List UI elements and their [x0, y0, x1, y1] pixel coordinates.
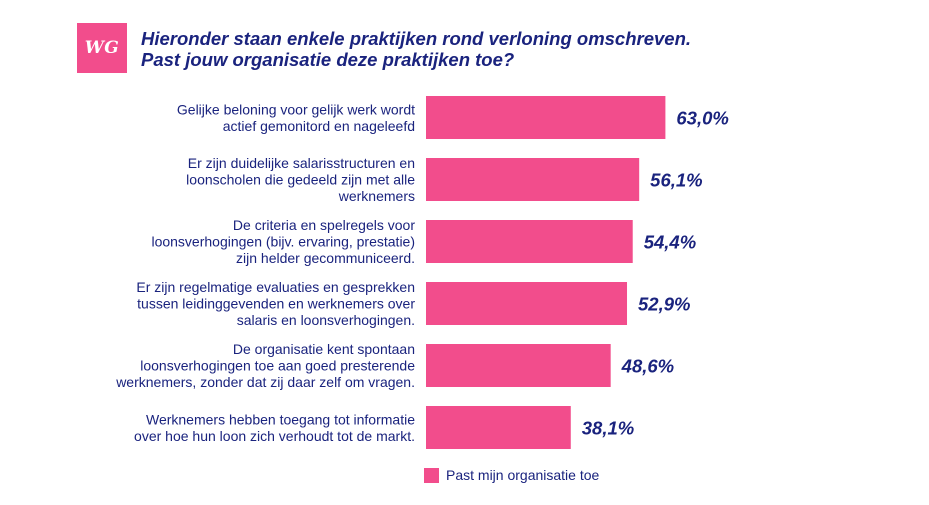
value-label-3: 54,4%	[644, 232, 696, 253]
bar-1	[426, 96, 666, 139]
category-label-1: Gelijke beloning voor gelijk werk wordt a…	[177, 101, 415, 134]
category-label-line: loonscholen die gedeeld zijn met alle	[186, 172, 415, 188]
category-label-6: Werknemers hebben toegang tot informatie…	[134, 411, 415, 444]
category-label-line: werknemers	[338, 188, 415, 204]
category-label-line: actief gemonitord en nageleefd	[223, 118, 415, 134]
category-label-line: werknemers, zonder dat zij daar zelf om …	[115, 374, 415, 390]
value-label-4: 52,9%	[638, 294, 690, 315]
category-label-line: loonsverhogingen toe aan goed presterend…	[140, 358, 415, 374]
bar-5	[426, 344, 611, 387]
legend: Past mijn organisatie toe	[424, 467, 599, 483]
value-label-5: 48,6%	[621, 356, 674, 377]
bar-2	[426, 158, 640, 201]
category-label-line: over hoe hun loon zich verhoudt tot de m…	[134, 428, 415, 444]
category-label-line: Gelijke beloning voor gelijk werk wordt	[177, 101, 415, 117]
value-label-2: 56,1%	[650, 170, 702, 191]
value-label-6: 38,1%	[582, 418, 634, 439]
bar-3	[426, 220, 633, 263]
category-label-4: Er zijn regelmatige evaluaties en gespre…	[136, 279, 415, 328]
bar-6	[426, 406, 571, 449]
category-label-line: Werknemers hebben toegang tot informatie	[146, 411, 415, 427]
category-label-line: tussen leidinggevenden en werknemers ove…	[137, 296, 415, 312]
category-label-3: De criteria en spelregels voor loonsverho…	[151, 217, 415, 266]
category-label-line: salaris en loonsverhogingen.	[237, 312, 415, 328]
category-label-line: Er zijn duidelijke salarisstructuren en	[188, 155, 415, 171]
chart-title: Hieronder staan enkele praktijken rond v…	[141, 28, 841, 70]
value-label-1: 63,0%	[676, 108, 728, 129]
legend-swatch	[424, 467, 439, 483]
category-label-line: De criteria en spelregels voor	[233, 217, 415, 233]
chart-title-line-1: Hieronder staan enkele praktijken rond v…	[141, 28, 692, 49]
category-label-line: zijn helder gecommuniceerd.	[236, 250, 415, 266]
wg-logo: WG	[77, 23, 127, 73]
chart-title-line-2: Past jouw organisatie deze praktijken to…	[141, 49, 515, 70]
category-label-line: Er zijn regelmatige evaluaties en gespre…	[136, 279, 415, 295]
category-label-5: De organisatie kent spontaan loonsverhogi…	[115, 341, 415, 390]
legend-label: Past mijn organisatie toe	[446, 467, 600, 483]
category-label-2: Er zijn duidelijke salarisstructuren en l…	[186, 155, 415, 204]
category-label-line: De organisatie kent spontaan	[233, 341, 415, 357]
bar-4	[426, 282, 628, 325]
category-label-line: loonsverhogingen (bijv. ervaring, presta…	[151, 234, 415, 250]
